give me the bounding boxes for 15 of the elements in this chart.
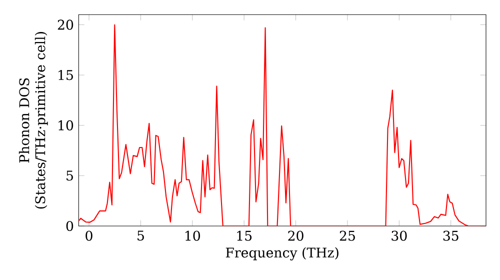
y-tick-label: 10 (58, 120, 74, 130)
y-axis-title: Phonon DOS (States/THz·primitive cell) (18, 32, 48, 209)
y-tick-label: 5 (66, 170, 73, 181)
x-tick-label: 15 (237, 230, 252, 241)
x-tick-label: 35 (443, 230, 458, 241)
x-tick-label: 25 (340, 230, 355, 241)
y-tick-label: 0 (66, 220, 74, 232)
x-tick-label: 5 (138, 230, 144, 241)
x-tick-label: 30 (392, 230, 407, 241)
y-tick-label: 20 (58, 20, 74, 30)
y-tick-label: 15 (58, 70, 73, 80)
x-axis-title: Frequency (THz) (226, 247, 338, 260)
x-tick-label: 10 (186, 230, 200, 241)
x-tick-label: 0 (86, 230, 92, 241)
x-tick-label: 20 (288, 230, 304, 241)
